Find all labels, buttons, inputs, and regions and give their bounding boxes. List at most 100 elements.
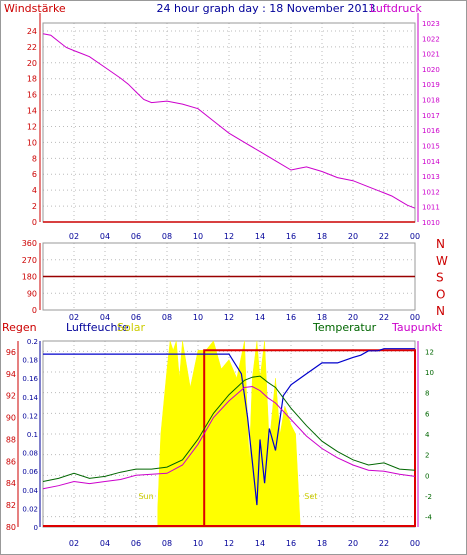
windstaerke-tick: 14 — [27, 107, 37, 116]
p3-x-tick: 20 — [348, 539, 358, 548]
luftfeuchte-tick: 82 — [6, 501, 16, 510]
p2-x-tick: 22 — [379, 313, 389, 322]
winddirection-tick: 90 — [27, 289, 37, 298]
regen-tick: 0.14 — [22, 394, 38, 402]
p1-x-tick: 16 — [286, 232, 296, 241]
series-luftdruck — [42, 33, 416, 209]
compass-label: W — [436, 254, 448, 268]
p2-x-tick: 14 — [255, 313, 265, 322]
series-taupunkt — [42, 385, 416, 490]
luftdruck-tick: 1019 — [422, 81, 440, 89]
p1-x-tick: 12 — [224, 232, 234, 241]
regen-tick: 0.02 — [22, 505, 38, 513]
p3-x-tick: 10 — [193, 539, 203, 548]
regen-tick: 0.2 — [27, 338, 38, 346]
luftfeuchte-tick: 94 — [6, 370, 16, 379]
luftdruck-tick: 1021 — [422, 51, 440, 59]
p3-x-tick: 08 — [162, 539, 172, 548]
p1-x-tick: 18 — [317, 232, 327, 241]
p1-x-tick: 00 — [410, 232, 420, 241]
p3-x-tick: 22 — [379, 539, 389, 548]
luftfeuchte-tick: 92 — [6, 392, 16, 401]
p2-x-tick: 18 — [317, 313, 327, 322]
luftdruck-tick: 1013 — [422, 173, 440, 181]
p1-x-tick: 06 — [131, 232, 141, 241]
p3-x-tick: 02 — [69, 539, 79, 548]
luftdruck-tick: 1011 — [422, 204, 440, 212]
luftdruck-tick: 1014 — [422, 158, 440, 166]
luftdruck-tick: 1018 — [422, 97, 440, 105]
luftdruck-tick: 1017 — [422, 112, 440, 120]
temperature-tick: 2 — [425, 452, 429, 460]
regen-tick: 0.18 — [22, 357, 38, 365]
taupunkt-label: Taupunkt — [391, 321, 443, 334]
pressure-wind-panel: 0246810121416182022241010101110121013101… — [27, 13, 440, 241]
windstaerke-tick: 0 — [32, 218, 37, 227]
luftdruck-tick: 1012 — [422, 188, 440, 196]
temperature-tick: 10 — [425, 369, 434, 377]
regen-tick: 0.1 — [27, 431, 38, 439]
series-regen — [43, 349, 416, 527]
luftfeuchte-tick: 80 — [6, 523, 16, 532]
compass-label: N — [436, 237, 445, 251]
luftdruck-tick: 1020 — [422, 66, 440, 74]
p3-x-tick: 06 — [131, 539, 141, 548]
p3-x-tick: 16 — [286, 539, 296, 548]
temperature-tick: 6 — [425, 410, 430, 418]
compass-label: S — [436, 271, 444, 285]
p3-x-tick: 04 — [100, 539, 110, 548]
p2-x-tick: 04 — [100, 313, 110, 322]
regen-tick: 0.04 — [22, 487, 38, 495]
p2-x-tick: 00 — [410, 313, 420, 322]
rain-humidity-temp-panel: Sun Set80828486889092949600.020.040.060.0… — [6, 338, 434, 548]
luftfeuchte-label: Luftfeuchte — [66, 321, 129, 334]
windstaerke-tick: 22 — [27, 43, 37, 52]
regen-tick: 0.08 — [22, 450, 38, 458]
windstaerke-label: Windstärke — [4, 2, 66, 15]
p3-x-tick: 14 — [255, 539, 265, 548]
windstaerke-tick: 18 — [27, 75, 37, 84]
p2-x-tick: 06 — [131, 313, 141, 322]
luftfeuchte-tick: 86 — [6, 457, 16, 466]
p1-x-tick: 22 — [379, 232, 389, 241]
p2-x-tick: 10 — [193, 313, 203, 322]
p2-x-tick: 08 — [162, 313, 172, 322]
p2-x-tick: 20 — [348, 313, 358, 322]
p2-x-tick: 12 — [224, 313, 234, 322]
p3-x-tick: 00 — [410, 539, 420, 548]
p1-x-tick: 14 — [255, 232, 265, 241]
regen-tick: 0.12 — [22, 412, 38, 420]
luftdruck-tick: 1016 — [422, 127, 440, 135]
luftdruck-tick: 1023 — [422, 20, 440, 28]
winddirection-tick: 0 — [32, 306, 37, 315]
luftdruck-label: Luftdruck — [370, 2, 422, 15]
sunset-label: Set — [304, 492, 317, 501]
windstaerke-tick: 8 — [32, 154, 37, 163]
windstaerke-tick: 20 — [27, 59, 37, 68]
windstaerke-tick: 2 — [32, 202, 37, 211]
p1-x-tick: 02 — [69, 232, 79, 241]
windstaerke-tick: 10 — [27, 138, 37, 147]
temperature-tick: 0 — [425, 472, 429, 480]
luftfeuchte-tick: 88 — [6, 435, 16, 444]
series-temperatur — [42, 375, 416, 482]
regen-tick: 0.06 — [22, 468, 38, 476]
winddirection-tick: 360 — [22, 239, 37, 248]
regen-label: Regen — [2, 321, 37, 334]
luftdruck-tick: 1010 — [422, 219, 440, 227]
temperature-tick: 8 — [425, 390, 429, 398]
windstaerke-tick: 16 — [27, 91, 37, 100]
temperature-tick: -4 — [425, 514, 433, 522]
winddirection-tick: 180 — [22, 273, 37, 282]
p3-x-tick: 18 — [317, 539, 327, 548]
luftdruck-tick: 1015 — [422, 142, 440, 150]
temperature-tick: 12 — [425, 348, 434, 356]
p3-x-tick: 12 — [224, 539, 234, 548]
temperatur-label: Temperatur — [312, 321, 377, 334]
regen-tick: 0.16 — [22, 375, 38, 383]
p2-x-tick: 16 — [286, 313, 296, 322]
p1-x-tick: 04 — [100, 232, 110, 241]
